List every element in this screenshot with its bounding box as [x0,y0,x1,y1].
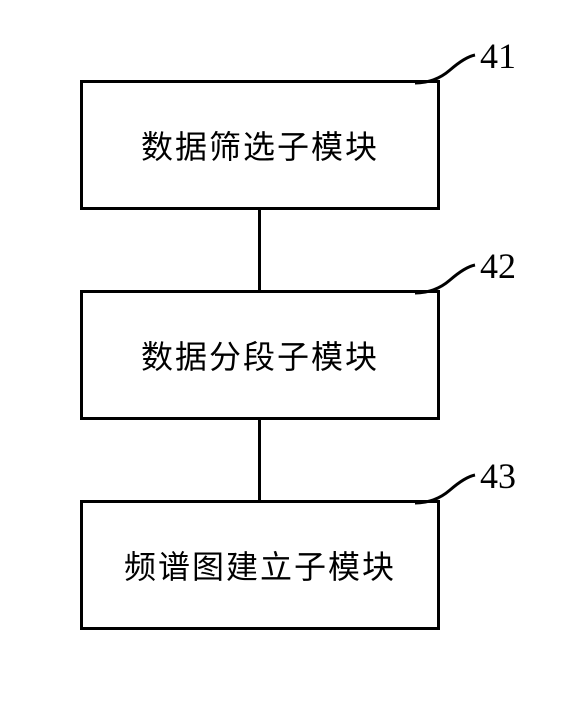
block-data-filter: 数据筛选子模块 [80,80,440,210]
connector-2-3 [258,420,261,500]
label-42: 42 [480,245,516,287]
label-41: 41 [480,35,516,77]
block-spectrum-build: 频谱图建立子模块 [80,500,440,630]
block-label: 频谱图建立子模块 [124,542,396,588]
block-label: 数据筛选子模块 [141,122,379,168]
callout-line-2 [410,255,480,300]
block-label: 数据分段子模块 [141,332,379,378]
callout-line-3 [410,465,480,510]
connector-1-2 [258,210,261,290]
block-data-segment: 数据分段子模块 [80,290,440,420]
flowchart-diagram: 数据筛选子模块 41 数据分段子模块 42 频谱图建立子模块 43 [0,0,575,727]
callout-line-1 [410,45,480,90]
label-43: 43 [480,455,516,497]
